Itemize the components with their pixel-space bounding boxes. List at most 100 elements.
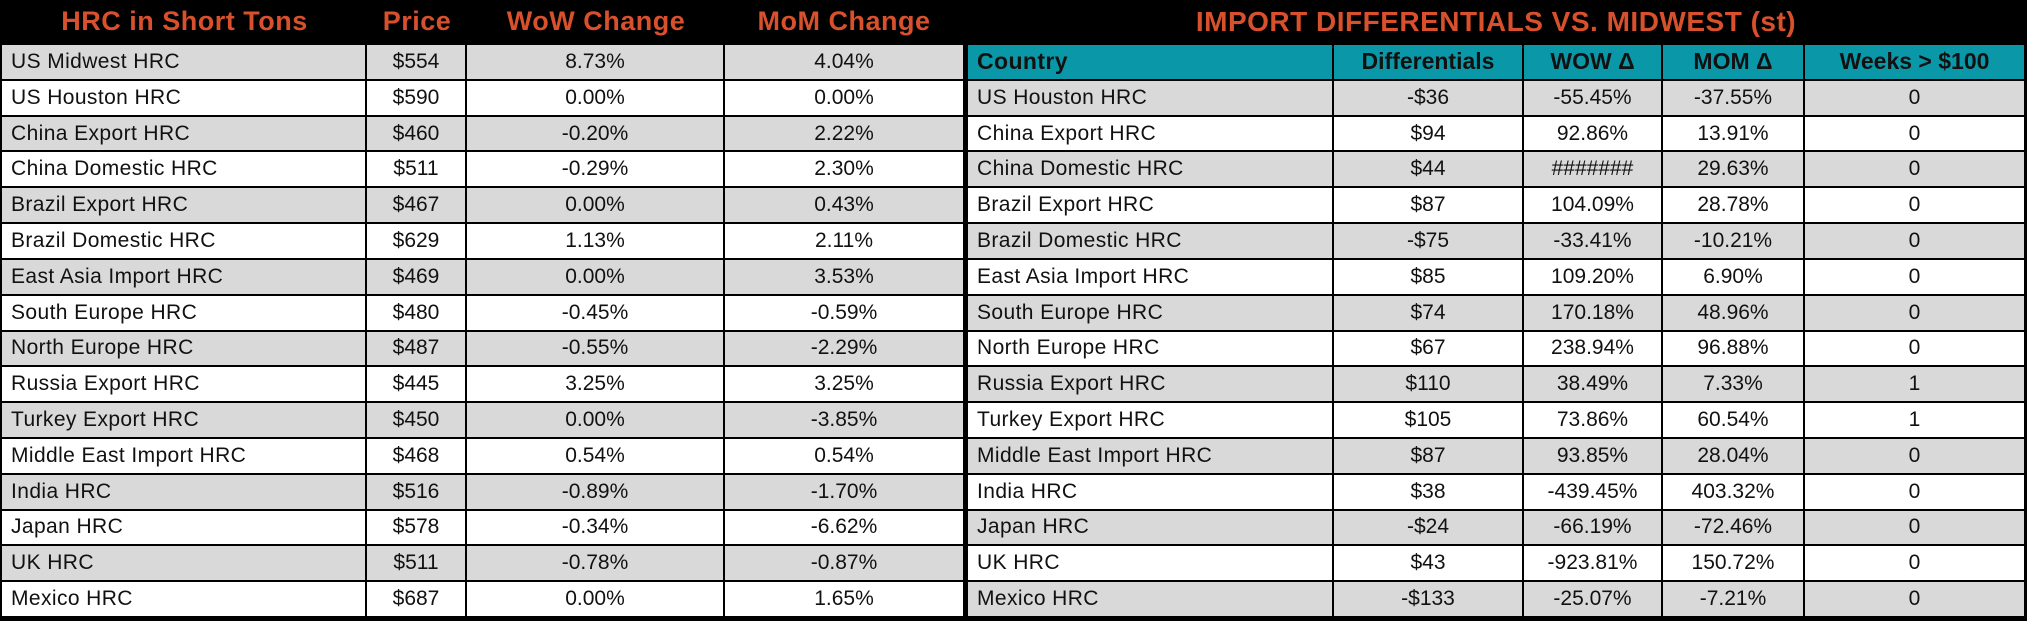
- mom-change-cell[interactable]: 2.30%: [814, 157, 874, 181]
- weeks-over-100-cell[interactable]: 0: [1908, 157, 1921, 181]
- mom-change-cell[interactable]: -2.29%: [810, 336, 878, 360]
- price-cell[interactable]: $480: [367, 295, 467, 330]
- country-column-header[interactable]: Country: [968, 45, 1334, 79]
- wow-delta-cell[interactable]: 170.18%: [1524, 295, 1663, 330]
- wow-change-cell[interactable]: -0.20%: [467, 116, 725, 151]
- country-name-cell[interactable]: East Asia Import HRC: [968, 259, 1334, 294]
- differential-cell[interactable]: $87: [1334, 188, 1524, 223]
- wow-change-cell[interactable]: 0.54%: [467, 438, 725, 473]
- product-name-cell[interactable]: US Midwest HRC: [2, 45, 367, 79]
- wow-delta-cell[interactable]: 73.86%: [1524, 403, 1663, 437]
- wow-delta-cell[interactable]: 109.20%: [1524, 259, 1663, 294]
- weeks-over-100-column-header[interactable]: Weeks > $100: [1839, 48, 1990, 75]
- wow-change-cell[interactable]: 0.00%: [467, 188, 725, 223]
- differential-cell[interactable]: $44: [1334, 152, 1524, 187]
- mom-delta-cell[interactable]: 7.33%: [1663, 367, 1805, 402]
- country-name-cell[interactable]: North Europe HRC: [968, 331, 1334, 366]
- wow-delta-cell[interactable]: 93.85%: [1524, 438, 1663, 473]
- mom-change-cell[interactable]: 0.54%: [814, 443, 874, 467]
- mom-delta-cell[interactable]: -37.55%: [1663, 80, 1805, 115]
- differential-cell[interactable]: $94: [1334, 116, 1524, 151]
- product-name-cell[interactable]: Brazil Domestic HRC: [2, 224, 367, 258]
- wow-change-cell[interactable]: 0.00%: [467, 259, 725, 294]
- weeks-over-100-cell[interactable]: 0: [1908, 193, 1921, 217]
- wow-delta-cell[interactable]: -55.45%: [1524, 80, 1663, 115]
- price-cell[interactable]: $450: [367, 403, 467, 437]
- weeks-over-100-cell[interactable]: 0: [1908, 551, 1921, 575]
- wow-change-cell[interactable]: -0.29%: [467, 152, 725, 187]
- product-name-cell[interactable]: Mexico HRC: [2, 582, 367, 616]
- mom-change-cell[interactable]: 3.25%: [814, 372, 874, 396]
- mom-change-cell[interactable]: 4.04%: [814, 49, 874, 73]
- product-name-cell[interactable]: North Europe HRC: [2, 331, 367, 366]
- wow-change-cell[interactable]: -0.55%: [467, 331, 725, 366]
- wow-change-column-header[interactable]: WoW Change: [506, 6, 686, 36]
- product-name-cell[interactable]: Russia Export HRC: [2, 367, 367, 402]
- product-name-cell[interactable]: Brazil Export HRC: [2, 188, 367, 223]
- wow-change-cell[interactable]: -0.89%: [467, 474, 725, 509]
- differential-cell[interactable]: -$24: [1334, 510, 1524, 545]
- country-name-cell[interactable]: Mexico HRC: [968, 582, 1334, 616]
- weeks-over-100-cell[interactable]: 0: [1908, 121, 1921, 145]
- weeks-over-100-cell[interactable]: 0: [1908, 587, 1921, 611]
- price-cell[interactable]: $487: [367, 331, 467, 366]
- mom-delta-cell[interactable]: 403.32%: [1663, 474, 1805, 509]
- country-name-cell[interactable]: China Domestic HRC: [968, 152, 1334, 187]
- differentials-column-header[interactable]: Differentials: [1334, 45, 1524, 79]
- weeks-over-100-cell[interactable]: 0: [1908, 479, 1921, 503]
- wow-change-cell[interactable]: -0.34%: [467, 510, 725, 545]
- wow-delta-cell[interactable]: 92.86%: [1524, 116, 1663, 151]
- mom-change-cell[interactable]: 2.11%: [815, 228, 873, 252]
- weeks-over-100-cell[interactable]: 0: [1908, 300, 1921, 324]
- country-name-cell[interactable]: Russia Export HRC: [968, 367, 1334, 402]
- mom-delta-column-header[interactable]: MOM Δ: [1663, 45, 1805, 79]
- price-cell[interactable]: $578: [367, 510, 467, 545]
- mom-change-cell[interactable]: -0.87%: [810, 551, 878, 575]
- product-name-cell[interactable]: Japan HRC: [2, 510, 367, 545]
- differential-cell[interactable]: $87: [1334, 438, 1524, 473]
- product-name-cell[interactable]: Middle East Import HRC: [2, 438, 367, 473]
- weeks-over-100-cell[interactable]: 0: [1908, 336, 1921, 360]
- mom-change-cell[interactable]: 0.43%: [814, 193, 874, 217]
- wow-delta-column-header[interactable]: WOW Δ: [1524, 45, 1663, 79]
- country-name-cell[interactable]: US Houston HRC: [968, 80, 1334, 115]
- wow-delta-cell[interactable]: 238.94%: [1524, 331, 1663, 366]
- product-name-cell[interactable]: India HRC: [2, 474, 367, 509]
- differential-cell[interactable]: $105: [1334, 403, 1524, 437]
- differential-cell[interactable]: -$133: [1334, 582, 1524, 616]
- weeks-over-100-cell[interactable]: 0: [1908, 443, 1921, 467]
- price-cell[interactable]: $460: [367, 116, 467, 151]
- wow-delta-cell[interactable]: #######: [1524, 152, 1663, 187]
- weeks-over-100-cell[interactable]: 0: [1908, 264, 1921, 288]
- wow-change-cell[interactable]: 0.00%: [467, 582, 725, 616]
- country-name-cell[interactable]: India HRC: [968, 474, 1334, 509]
- wow-change-cell[interactable]: 0.00%: [467, 403, 725, 437]
- mom-delta-cell[interactable]: 29.63%: [1663, 152, 1805, 187]
- weeks-over-100-cell[interactable]: 0: [1908, 228, 1921, 252]
- price-cell[interactable]: $511: [367, 546, 467, 581]
- product-name-cell[interactable]: East Asia Import HRC: [2, 259, 367, 294]
- mom-delta-cell[interactable]: 28.04%: [1663, 438, 1805, 473]
- weeks-over-100-cell[interactable]: 1: [1908, 372, 1921, 396]
- mom-delta-cell[interactable]: 48.96%: [1663, 295, 1805, 330]
- differential-cell[interactable]: $67: [1334, 331, 1524, 366]
- mom-delta-cell[interactable]: -10.21%: [1663, 224, 1805, 258]
- mom-delta-cell[interactable]: 6.90%: [1663, 259, 1805, 294]
- differential-cell[interactable]: $38: [1334, 474, 1524, 509]
- price-cell[interactable]: $516: [367, 474, 467, 509]
- wow-change-cell[interactable]: 8.73%: [467, 45, 725, 79]
- mom-change-column-header[interactable]: MoM Change: [757, 6, 931, 36]
- differential-cell[interactable]: $110: [1334, 367, 1524, 402]
- mom-change-cell[interactable]: -6.62%: [810, 515, 878, 539]
- country-name-cell[interactable]: Turkey Export HRC: [968, 403, 1334, 437]
- country-name-cell[interactable]: Middle East Import HRC: [968, 438, 1334, 473]
- differentials-table-title[interactable]: IMPORT DIFFERENTIALS VS. MIDWEST (st): [1195, 5, 1797, 37]
- differential-cell[interactable]: $85: [1334, 259, 1524, 294]
- weeks-over-100-cell[interactable]: 0: [1908, 85, 1921, 109]
- mom-change-cell[interactable]: 1.65%: [814, 587, 874, 611]
- mom-delta-cell[interactable]: 13.91%: [1663, 116, 1805, 151]
- wow-change-cell[interactable]: -0.45%: [467, 295, 725, 330]
- wow-delta-cell[interactable]: -439.45%: [1524, 474, 1663, 509]
- wow-change-cell[interactable]: 3.25%: [467, 367, 725, 402]
- wow-delta-cell[interactable]: -923.81%: [1524, 546, 1663, 581]
